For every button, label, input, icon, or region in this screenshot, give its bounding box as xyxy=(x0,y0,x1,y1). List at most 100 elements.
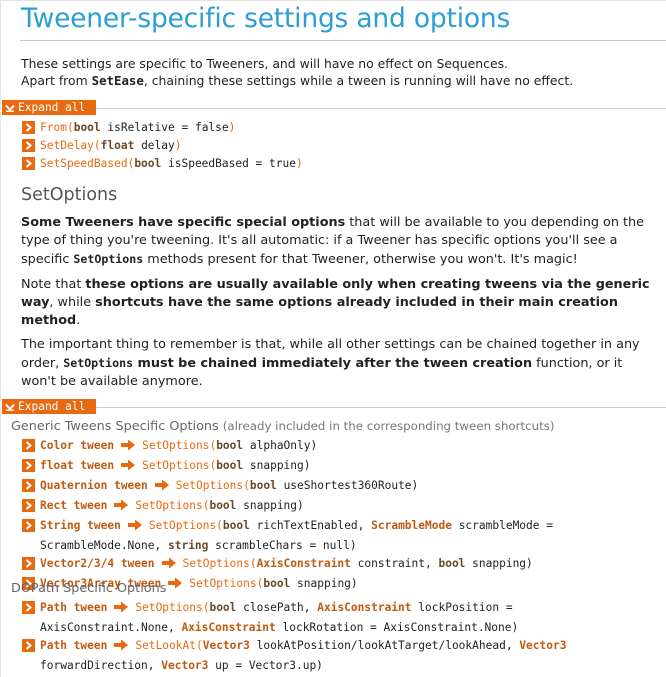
param-type: bool xyxy=(209,499,237,512)
signature-line-1: Path tween SetOptions(bool closePath, Axi… xyxy=(40,599,518,619)
bold-text: these options are usually available only… xyxy=(21,277,650,310)
tween-name: float tween xyxy=(40,459,115,472)
method-setspeedbased[interactable]: SetSpeedBased(bool isSpeedBased = true) xyxy=(22,155,303,173)
intro-text-segment: Apart from xyxy=(21,73,92,88)
param-name: alphaOnly) xyxy=(243,439,318,452)
tween-option-color[interactable]: Color tween SetOptions(bool alphaOnly) xyxy=(22,437,553,457)
text-segment: methods present for that Tweener, otherw… xyxy=(143,252,578,267)
expand-all-button-2[interactable]: Expand all xyxy=(2,399,96,414)
tween-option-vector3array[interactable]: Vector3Array tween SetOptions(bool snappi… xyxy=(22,575,553,595)
function-name: SetOptions( xyxy=(182,557,257,570)
param-name: scrambleMode = xyxy=(451,519,553,532)
param-type: AxisConstraint xyxy=(256,557,351,570)
path-tweens-list: Path tween SetOptions(bool closePath, Axi… xyxy=(22,599,566,675)
function-name: SetLookAt( xyxy=(135,639,203,652)
method-name: SetDelay xyxy=(40,139,94,152)
tween-option-quaternion[interactable]: Quaternion tween SetOptions(bool useShort… xyxy=(22,477,553,497)
param-type: bool xyxy=(263,577,291,590)
tween-option-float[interactable]: float tween SetOptions(bool snapping) xyxy=(22,457,553,477)
function-name: SetOptions( xyxy=(142,459,217,472)
intro-code-setease: SetEase xyxy=(91,73,144,88)
tween-signature: Rect tween SetOptions(bool snapping) xyxy=(40,497,304,517)
param-name: lookAtPosition/lookAtTarget/lookAhead, xyxy=(249,639,520,652)
inline-code: SetOptions xyxy=(73,252,144,266)
tween-signature: Path tween SetLookAt(Vector3 lookAtPositi… xyxy=(40,637,566,675)
param-type: bool xyxy=(134,157,162,170)
bold-text: Some Tweeners have specific special opti… xyxy=(21,215,346,230)
expand-all-button-1[interactable]: Expand all xyxy=(2,100,96,115)
chevron-right-icon xyxy=(22,157,35,170)
function-name: SetOptions( xyxy=(189,577,264,590)
intro-text-segment: , chaining these settings while a tween … xyxy=(143,73,574,88)
tween-option-path-setoptions[interactable]: Path tween SetOptions(bool closePath, Axi… xyxy=(22,599,566,637)
param-name: isSpeedBased = true xyxy=(161,157,296,170)
paren: ( xyxy=(66,121,74,134)
tween-name: Path tween xyxy=(40,601,108,614)
chevron-right-icon xyxy=(22,519,35,532)
chevron-right-icon xyxy=(22,479,35,492)
param-name: snapping) xyxy=(243,459,311,472)
tween-name: Path tween xyxy=(40,639,108,652)
text-segment: . xyxy=(76,313,81,328)
param-name: closePath, xyxy=(236,601,318,614)
signature-line-2: ScrambleMode.None, string scrambleChars … xyxy=(40,537,553,555)
tween-signature: Vector3Array tween SetOptions(bool snappi… xyxy=(40,575,358,595)
tween-name: Color tween xyxy=(40,439,115,452)
tween-name: Quaternion tween xyxy=(40,479,148,492)
page-border-top xyxy=(0,0,666,1)
generic-tweens-list: Color tween SetOptions(bool alphaOnly) fl… xyxy=(22,437,553,595)
chevron-right-icon xyxy=(22,639,35,652)
tween-option-string[interactable]: String tween SetOptions(bool richTextEnab… xyxy=(22,517,553,555)
arrow-right-icon xyxy=(113,499,129,517)
signature-line-2: forwardDirection, Vector3 up = Vector3.u… xyxy=(40,657,566,675)
dopath-options-group-title: DOPath Specific Options xyxy=(11,581,166,596)
expand-divider-2 xyxy=(96,407,666,408)
paren: ) xyxy=(228,121,236,134)
param-type: ScrambleMode xyxy=(371,519,452,532)
signature-line-1: String tween SetOptions(bool richTextEnab… xyxy=(40,517,553,537)
bold-text: shortcuts have the same options already … xyxy=(21,295,618,328)
param-default: AxisConstraint.None, xyxy=(40,621,182,634)
chevron-right-icon xyxy=(22,121,35,134)
expand-all-label: Expand all xyxy=(18,101,86,114)
param-type: AxisConstraint xyxy=(317,601,412,614)
param-type: Vector3 xyxy=(519,639,567,652)
chevron-down-icon xyxy=(2,100,18,115)
function-name: SetOptions( xyxy=(142,439,217,452)
chevron-down-icon xyxy=(2,399,18,414)
intro-line-2: Apart from SetEase, chaining these setti… xyxy=(21,72,573,89)
method-signature: From(bool isRelative = false) xyxy=(40,119,235,137)
setoptions-paragraph-1: Some Tweeners have specific special opti… xyxy=(21,214,661,269)
method-name: From xyxy=(40,121,67,134)
param-type: float xyxy=(100,139,135,152)
tween-name: Vector2/3/4 tween xyxy=(40,557,155,570)
arrow-right-icon xyxy=(127,519,143,537)
tween-option-vector[interactable]: Vector2/3/4 tween SetOptions(AxisConstrai… xyxy=(22,555,553,575)
tween-option-path-setlookat[interactable]: Path tween SetLookAt(Vector3 lookAtPositi… xyxy=(22,637,566,675)
param-type: bool xyxy=(73,121,101,134)
param-type: Vector3 xyxy=(202,639,250,652)
tween-option-rect[interactable]: Rect tween SetOptions(bool snapping) xyxy=(22,497,553,517)
group-note: (already included in the corresponding t… xyxy=(222,419,555,433)
text-segment: The important thing to remember is that,… xyxy=(21,337,640,371)
method-name: SetSpeedBased xyxy=(40,157,128,170)
inline-code: SetOptions xyxy=(63,356,134,370)
tween-signature: String tween SetOptions(bool richTextEnab… xyxy=(40,517,553,555)
param-name: scrambleChars = null) xyxy=(208,539,357,552)
param-type: bool xyxy=(438,557,466,570)
chevron-right-icon xyxy=(22,139,35,152)
setoptions-heading: SetOptions xyxy=(21,185,118,205)
tween-signature: Quaternion tween SetOptions(bool useShort… xyxy=(40,477,418,497)
chevron-right-icon xyxy=(22,459,35,472)
methods-list: From(bool isRelative = false) SetDelay(f… xyxy=(22,119,303,173)
tween-name: Vector3Array tween xyxy=(40,577,162,590)
param-name: isRelative = false xyxy=(100,121,229,134)
method-from[interactable]: From(bool isRelative = false) xyxy=(22,119,303,137)
method-setdelay[interactable]: SetDelay(float delay) xyxy=(22,137,303,155)
chevron-right-icon xyxy=(22,557,35,570)
param-name: snapping) xyxy=(236,499,304,512)
page-title: Tweener-specific settings and options xyxy=(21,3,511,34)
param-default: ScrambleMode.None, xyxy=(40,539,168,552)
paren: ( xyxy=(93,139,101,152)
page-border-left xyxy=(0,0,1,677)
